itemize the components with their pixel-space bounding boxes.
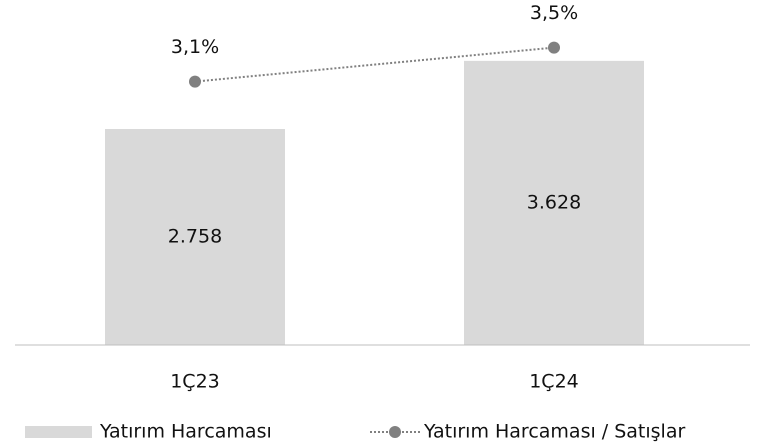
line-label: 3,5% (530, 2, 578, 24)
bar-label: 3.628 (527, 191, 581, 213)
x-tick-label: 1Ç24 (529, 371, 579, 393)
bar-label: 2.758 (168, 225, 222, 247)
x-tick-label: 1Ç23 (170, 371, 220, 393)
line (194, 46, 555, 83)
line-point (189, 75, 201, 88)
legend-dot (389, 426, 401, 438)
bar (464, 60, 644, 346)
legend-swatch (25, 426, 92, 438)
legend-label: Yatırım Harcaması / Satışlar (423, 421, 685, 443)
legend-label: Yatırım Harcaması (99, 421, 272, 443)
line-point (548, 41, 560, 54)
line-label: 3,1% (171, 36, 219, 58)
bar (105, 128, 285, 345)
